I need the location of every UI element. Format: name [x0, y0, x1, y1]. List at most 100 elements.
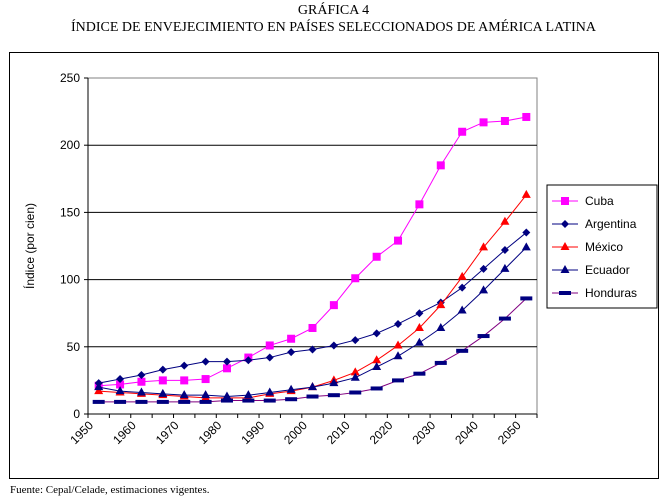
data-point-ecuador [158, 388, 168, 397]
data-point-argentina [287, 348, 296, 357]
data-point-argentina [394, 319, 403, 328]
x-tick-label: 1960 [110, 418, 139, 447]
data-point-argentina [308, 345, 317, 354]
data-point-cuba [222, 364, 231, 373]
data-point-honduras [156, 399, 169, 404]
data-point-honduras [498, 316, 511, 321]
data-point-ecuador [265, 387, 275, 396]
data-point-argentina [372, 329, 381, 338]
data-point-ecuador [521, 242, 531, 251]
x-tick-label: 2040 [452, 418, 481, 447]
x-tick-label: 1970 [153, 418, 182, 447]
y-axis-label: Índice (por cien) [22, 203, 37, 289]
x-tick-label: 2050 [495, 418, 524, 447]
legend-label-cuba: Cuba [585, 194, 614, 208]
legend-marker-ecuador [560, 265, 570, 273]
x-tick-label: 2030 [409, 418, 438, 447]
data-point-argentina [522, 228, 531, 237]
data-point-ecuador [500, 263, 510, 272]
data-point-ecuador [436, 322, 446, 331]
legend-marker-honduras [559, 291, 571, 295]
data-point-cuba [180, 376, 189, 385]
data-point-mxico [372, 355, 382, 364]
data-point-ecuador [308, 382, 317, 391]
data-point-honduras [477, 334, 490, 339]
y-tick-label: 150 [60, 205, 80, 219]
data-point-ecuador [201, 390, 211, 399]
legend-marker-cuba [561, 197, 569, 205]
data-point-cuba [137, 377, 146, 386]
data-point-ecuador [350, 372, 360, 381]
data-point-cuba [308, 323, 317, 332]
data-point-cuba [394, 236, 403, 245]
x-tick-label: 1950 [67, 418, 96, 447]
data-point-argentina [201, 357, 210, 366]
chart-frame [9, 52, 659, 479]
data-point-argentina [158, 365, 167, 374]
y-tick-label: 50 [67, 340, 81, 354]
data-point-mxico [436, 300, 446, 309]
legend-marker-argentina [561, 220, 569, 228]
data-point-ecuador [136, 387, 146, 396]
chart-subtitle: ÍNDICE DE ENVEJECIMIENTO EN PAÍSES SELEC… [71, 20, 596, 35]
data-point-cuba [415, 200, 424, 209]
data-point-argentina [137, 371, 146, 380]
data-point-honduras [178, 399, 191, 404]
data-point-honduras [199, 399, 212, 404]
data-point-honduras [263, 398, 276, 403]
y-tick-label: 0 [73, 407, 80, 421]
data-point-argentina [116, 375, 125, 384]
data-point-honduras [114, 399, 127, 404]
data-point-argentina [458, 283, 467, 292]
data-point-honduras [370, 386, 383, 391]
data-point-cuba [372, 252, 381, 261]
data-point-ecuador [115, 386, 125, 395]
data-point-ecuador [222, 391, 232, 400]
y-tick-label: 200 [60, 138, 80, 152]
data-point-honduras [456, 348, 469, 353]
data-point-cuba [265, 341, 274, 350]
legend-label-honduras: Honduras [585, 286, 637, 300]
data-point-cuba [329, 301, 338, 310]
data-point-honduras [413, 371, 426, 376]
data-point-argentina [415, 309, 424, 318]
data-point-cuba [158, 376, 167, 385]
data-point-argentina [222, 357, 231, 366]
data-point-ecuador [179, 390, 189, 399]
data-point-mxico [457, 271, 467, 280]
x-tick-label: 1980 [196, 418, 225, 447]
source-note: Fuente: Cepal/Celade, estimaciones vigen… [10, 484, 210, 496]
data-point-ecuador [457, 305, 467, 314]
data-point-argentina [500, 246, 509, 255]
data-point-honduras [392, 378, 405, 383]
legend-label-mxico: México [585, 240, 623, 254]
data-point-argentina [479, 264, 488, 273]
data-point-cuba [116, 380, 125, 389]
data-point-mxico [94, 386, 104, 395]
data-point-ecuador [479, 285, 489, 294]
data-point-honduras [349, 390, 362, 395]
data-point-cuba [500, 117, 509, 126]
y-tick-label: 250 [60, 71, 80, 85]
data-point-cuba [201, 375, 210, 384]
data-point-honduras [135, 399, 148, 404]
data-point-honduras [242, 398, 255, 403]
data-point-mxico [393, 340, 403, 349]
data-point-honduras [434, 360, 447, 365]
data-point-mxico [521, 189, 531, 198]
data-point-ecuador [372, 361, 382, 370]
data-point-ecuador [329, 378, 339, 387]
data-point-cuba [479, 118, 488, 127]
data-point-honduras [92, 399, 105, 404]
data-point-honduras [285, 397, 298, 402]
data-point-ecuador [94, 382, 104, 391]
data-point-cuba [351, 274, 360, 283]
data-point-cuba [522, 112, 531, 121]
y-tick-label: 100 [60, 273, 80, 287]
chart-title: GRÁFICA 4 [297, 3, 370, 18]
data-point-mxico [414, 322, 424, 331]
data-point-mxico [479, 242, 489, 251]
data-point-ecuador [286, 384, 296, 393]
data-point-ecuador [243, 390, 253, 399]
data-point-cuba [287, 334, 296, 343]
